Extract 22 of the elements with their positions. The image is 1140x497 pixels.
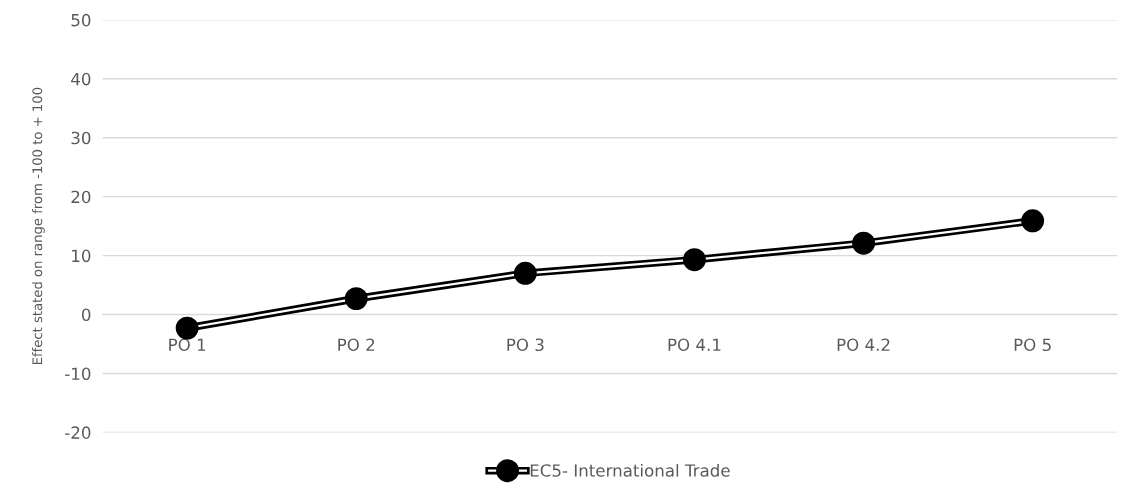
x-tick-label: PO 4.2 bbox=[837, 338, 890, 352]
y-tick-label: 10 bbox=[72, 249, 91, 263]
x-tick-label: PO 3 bbox=[507, 338, 544, 352]
x-tick-label: PO 1 bbox=[169, 338, 206, 352]
y-tick-label: 20 bbox=[71, 190, 91, 204]
y-axis-title: Effect stated on range from -100 to + 100 bbox=[32, 87, 45, 365]
y-tick-label: -10 bbox=[65, 367, 91, 381]
point bbox=[682, 248, 706, 272]
x-tick-label: PO 4.1 bbox=[668, 338, 721, 352]
point bbox=[175, 316, 199, 340]
y-tick-label: 40 bbox=[71, 72, 91, 86]
x-tick-label: PO 2 bbox=[338, 338, 375, 352]
point bbox=[344, 287, 368, 311]
x-tick-label: PO 5 bbox=[1014, 338, 1051, 352]
y-tick-label: -20 bbox=[65, 426, 91, 439]
point bbox=[852, 231, 876, 255]
point bbox=[1021, 209, 1045, 233]
legend-label: EC5- International Trade bbox=[530, 463, 730, 477]
point bbox=[513, 261, 537, 285]
y-tick-label: 30 bbox=[71, 131, 91, 145]
y-tick-label: 50 bbox=[71, 13, 91, 27]
y-tick-label: 0 bbox=[81, 308, 91, 322]
